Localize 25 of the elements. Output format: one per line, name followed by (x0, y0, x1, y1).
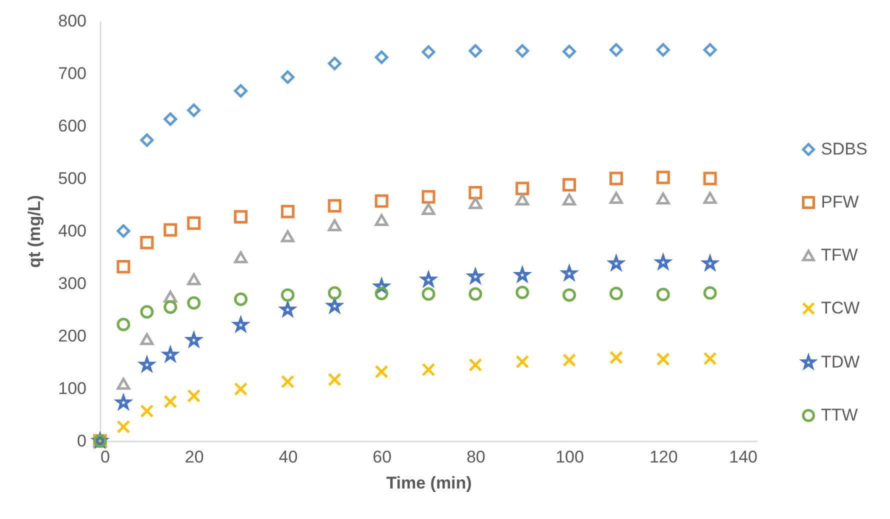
x-tick-label: 120 (649, 448, 678, 466)
y-tick-label: 400 (58, 222, 86, 240)
x-tick-label: 100 (556, 448, 584, 466)
y-tick-label: 800 (58, 12, 86, 30)
legend-label: PFW (821, 192, 859, 212)
x-tick-label: 20 (184, 448, 204, 466)
y-tick-label: 0 (77, 432, 86, 450)
y-axis-title: qt (mg/L) (25, 195, 44, 268)
legend-label: SDBS (821, 140, 868, 158)
y-tick-label: 200 (58, 326, 86, 346)
x-tick-label: 0 (100, 448, 110, 466)
y-tick-label: 100 (58, 379, 86, 398)
x-tick-label: 80 (466, 448, 486, 466)
y-tick-label: 500 (58, 169, 86, 188)
legend-label: TDW (821, 352, 860, 372)
x-tick-label: 60 (372, 448, 392, 466)
legend-label: TFW (821, 246, 858, 264)
x-axis-title: Time (min) (386, 474, 472, 492)
y-tick-label: 300 (58, 274, 86, 293)
y-tick-label: 600 (58, 116, 86, 136)
x-tick-label: 40 (278, 448, 298, 466)
y-tick-label: 700 (58, 64, 86, 83)
legend-label: TTW (821, 406, 858, 424)
x-tick-label: 140 (729, 448, 758, 466)
legend-label: TCW (821, 298, 860, 318)
